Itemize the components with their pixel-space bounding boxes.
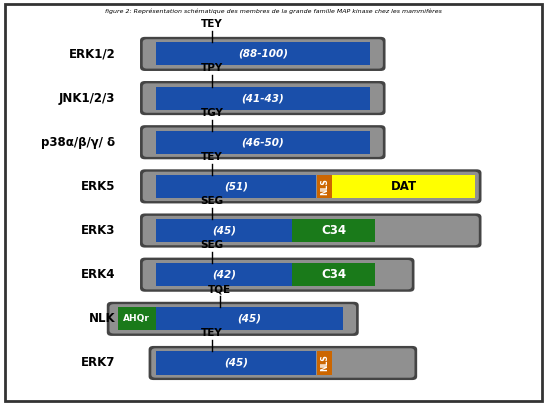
FancyBboxPatch shape	[140, 213, 481, 247]
Bar	[155, 352, 316, 375]
FancyBboxPatch shape	[143, 39, 383, 68]
Text: (45): (45)	[212, 226, 236, 236]
Text: C34: C34	[321, 224, 346, 237]
FancyBboxPatch shape	[149, 346, 417, 380]
FancyBboxPatch shape	[140, 37, 386, 71]
Text: (45): (45)	[237, 314, 261, 324]
Text: (46-50): (46-50)	[241, 137, 284, 147]
Bar	[118, 307, 155, 330]
Bar	[317, 175, 333, 198]
Text: DAT: DAT	[391, 180, 417, 193]
Text: ERK5: ERK5	[81, 180, 115, 193]
Text: JNK1/2/3: JNK1/2/3	[59, 92, 115, 104]
Text: TQE: TQE	[208, 284, 231, 294]
Text: TGY: TGY	[200, 108, 223, 117]
FancyBboxPatch shape	[107, 302, 359, 336]
Text: TEY: TEY	[201, 152, 223, 162]
Bar	[155, 219, 292, 242]
FancyBboxPatch shape	[140, 169, 481, 203]
Text: NLS: NLS	[321, 178, 329, 195]
Bar	[155, 87, 370, 110]
FancyBboxPatch shape	[143, 216, 479, 245]
Bar	[333, 175, 474, 198]
Text: (45): (45)	[224, 358, 248, 368]
Text: NLS: NLS	[321, 355, 329, 371]
Text: ERK1/2: ERK1/2	[68, 47, 115, 60]
FancyBboxPatch shape	[140, 81, 386, 115]
Text: TEY: TEY	[201, 19, 223, 29]
Text: (88-100): (88-100)	[238, 49, 288, 59]
Bar	[292, 263, 375, 286]
Text: (42): (42)	[212, 270, 236, 280]
Text: SEG: SEG	[200, 196, 223, 206]
Text: C34: C34	[321, 268, 346, 281]
FancyBboxPatch shape	[109, 304, 356, 334]
Text: AHQr: AHQr	[124, 314, 150, 323]
Text: TEY: TEY	[201, 328, 223, 339]
Text: p38α/β/γ/ δ: p38α/β/γ/ δ	[41, 136, 115, 149]
Text: NLK: NLK	[89, 312, 115, 325]
Text: ERK7: ERK7	[81, 356, 115, 369]
FancyBboxPatch shape	[143, 128, 383, 157]
Text: SEG: SEG	[200, 240, 223, 250]
FancyBboxPatch shape	[143, 83, 383, 113]
FancyBboxPatch shape	[140, 125, 386, 159]
FancyBboxPatch shape	[143, 260, 412, 289]
Text: (51): (51)	[224, 181, 248, 192]
FancyBboxPatch shape	[143, 172, 479, 201]
FancyBboxPatch shape	[152, 348, 415, 378]
FancyBboxPatch shape	[140, 258, 415, 292]
Text: (41-43): (41-43)	[241, 93, 284, 103]
Bar	[292, 219, 375, 242]
Text: ERK4: ERK4	[81, 268, 115, 281]
Bar	[155, 43, 370, 66]
Bar	[317, 352, 333, 375]
Bar	[155, 131, 370, 154]
Bar	[155, 307, 343, 330]
Text: TPY: TPY	[201, 64, 223, 73]
Text: figure 2: Représentation schématique des membres de la grande famille MAP kinase: figure 2: Représentation schématique des…	[105, 8, 442, 13]
Bar	[155, 263, 292, 286]
Bar	[155, 175, 316, 198]
Text: ERK3: ERK3	[81, 224, 115, 237]
